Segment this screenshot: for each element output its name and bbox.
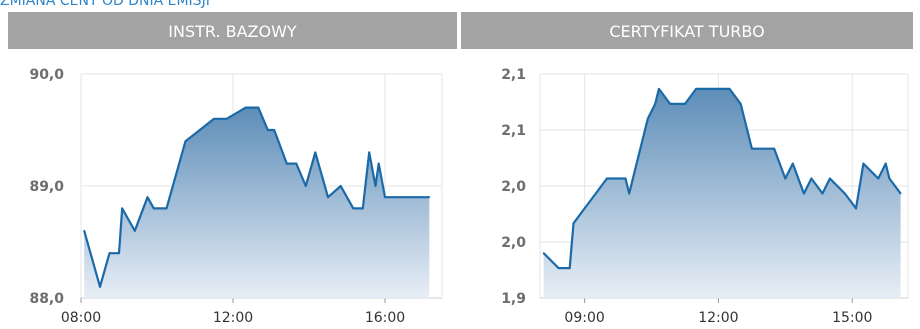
data-point	[899, 192, 902, 195]
data-point	[295, 162, 298, 165]
data-point	[843, 192, 846, 195]
data-point	[728, 88, 731, 90]
data-point	[803, 192, 805, 195]
data-point	[702, 88, 705, 90]
data-point	[257, 106, 260, 109]
data-point	[784, 177, 787, 180]
data-point	[654, 103, 657, 105]
series-area	[84, 107, 430, 298]
data-point	[829, 177, 831, 180]
data-point	[646, 117, 649, 120]
data-point	[108, 252, 111, 255]
chart-turbo-certificate: 1,9 2,0 2,0 2,1 2,1 09:00 12:00 15:00	[501, 67, 909, 326]
data-point	[695, 88, 697, 90]
data-point	[374, 185, 377, 187]
y-tick-label: 2,0	[501, 179, 526, 195]
chart-base-instrument: 88,0 89,0 90,0 08:00 12:00 16:00	[29, 67, 443, 326]
data-point	[213, 117, 215, 120]
data-point	[327, 196, 329, 199]
data-point	[583, 207, 586, 210]
data-point	[751, 147, 753, 150]
y-tick-label: 90,0	[29, 67, 64, 83]
chart-header-turbo-certificate: CERTYFIKAT TURBO	[461, 12, 913, 49]
data-point	[133, 229, 136, 232]
data-point	[542, 252, 545, 255]
data-point	[810, 177, 813, 180]
data-point	[428, 196, 431, 199]
x-tick-label: 08:00	[61, 310, 101, 326]
data-point	[314, 151, 317, 154]
data-point	[266, 129, 269, 131]
y-tick-label: 88,0	[29, 291, 64, 307]
data-point	[717, 88, 720, 90]
data-point	[684, 103, 686, 105]
data-point	[118, 252, 120, 255]
data-point	[285, 162, 288, 165]
x-tick-label: 12:00	[213, 310, 253, 326]
data-point	[152, 207, 155, 210]
chart-header-base-instrument: INSTR. BAZOWY	[8, 12, 457, 49]
data-point	[304, 185, 307, 187]
data-point	[739, 103, 742, 105]
data-point	[339, 185, 342, 187]
data-point	[635, 162, 638, 165]
data-point	[99, 285, 101, 288]
x-tick-label: 16:00	[365, 310, 405, 326]
data-point	[146, 196, 149, 199]
data-point	[624, 177, 627, 180]
data-point	[855, 207, 857, 210]
data-point	[594, 192, 597, 195]
x-tick-label: 09:00	[564, 310, 604, 326]
data-point	[557, 267, 560, 269]
data-point	[680, 103, 683, 105]
page-title: ZMIANA CENY OD DNIA EMISJI	[0, 0, 210, 9]
x-tick-label: 12:00	[698, 310, 738, 326]
data-point	[352, 207, 355, 210]
x-tick-label: 15:00	[832, 310, 872, 326]
data-point	[862, 162, 865, 165]
data-point	[884, 162, 887, 165]
y-tick-label: 2,1	[501, 67, 526, 83]
data-point	[121, 207, 124, 210]
data-point	[225, 117, 228, 120]
data-point	[791, 162, 794, 165]
data-point	[877, 177, 880, 180]
data-point	[628, 192, 631, 195]
data-point	[888, 177, 891, 180]
data-point	[273, 129, 276, 131]
data-point	[368, 151, 371, 154]
data-point	[617, 177, 619, 180]
data-point	[821, 192, 824, 195]
data-point	[184, 140, 187, 143]
data-point	[765, 147, 768, 150]
data-point	[658, 88, 660, 90]
data-point	[175, 173, 177, 176]
y-tick-label: 2,1	[501, 123, 526, 139]
series-area	[543, 88, 901, 299]
data-point	[568, 267, 571, 269]
y-tick-label: 1,9	[501, 291, 526, 307]
y-tick-label: 89,0	[29, 179, 64, 195]
data-point	[773, 147, 776, 150]
y-tick-label: 2,0	[501, 235, 526, 251]
data-point	[83, 229, 86, 232]
data-point	[669, 103, 671, 105]
data-point	[606, 177, 608, 180]
data-point	[165, 207, 168, 210]
series-line	[83, 106, 430, 288]
data-point	[361, 207, 364, 210]
data-point	[572, 222, 575, 225]
series-line	[542, 87, 902, 270]
data-point	[377, 162, 380, 165]
data-point	[244, 106, 247, 109]
data-point	[384, 196, 386, 199]
